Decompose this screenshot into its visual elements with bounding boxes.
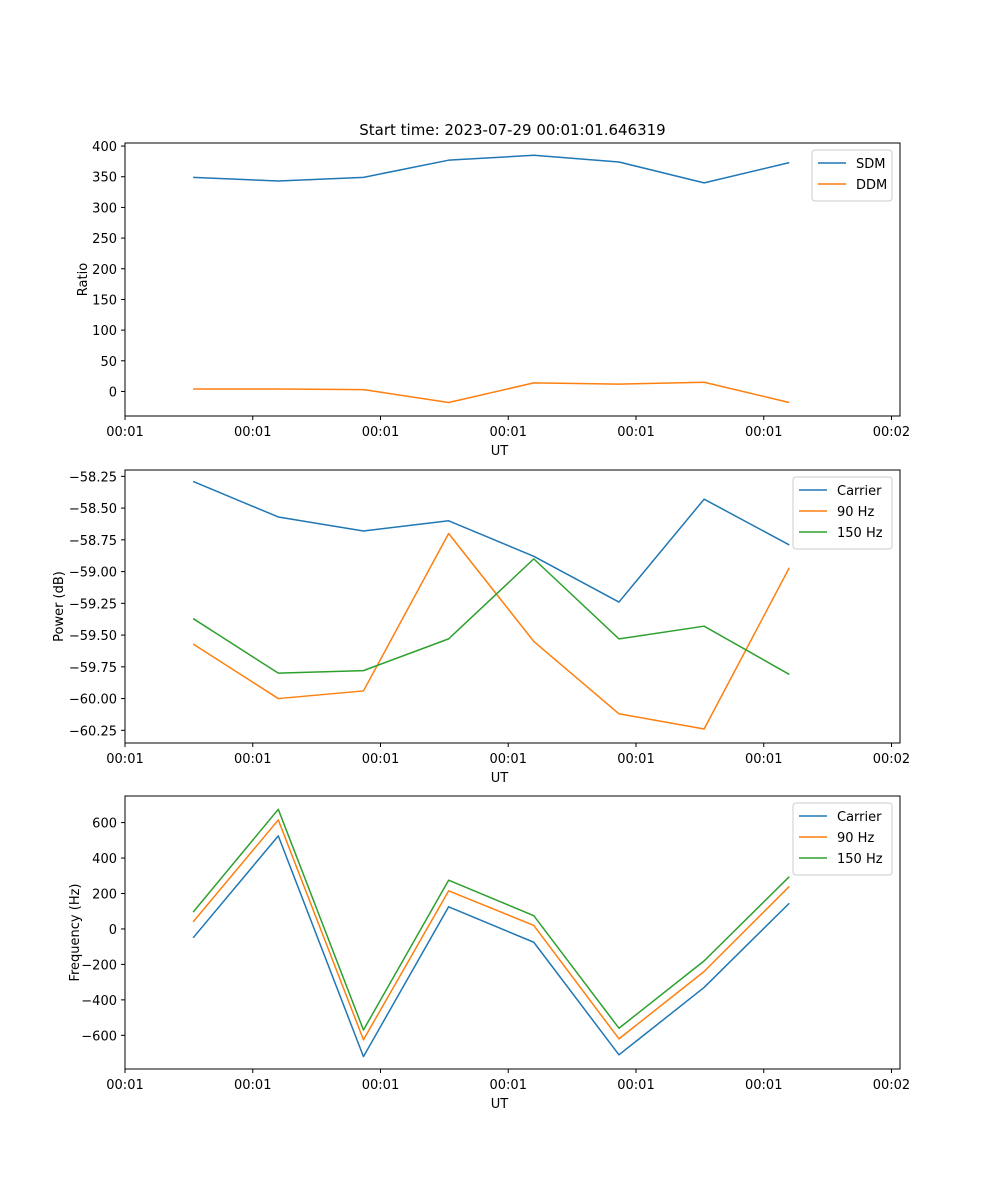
- y-tick-label: 0: [109, 385, 117, 400]
- x-axis-label: UT: [491, 771, 509, 786]
- legend-label: 90 Hz: [837, 505, 874, 520]
- legend-label: 90 Hz: [837, 831, 874, 846]
- chart-panel-2: 00:01 00:01 00:01 00:01 00:01 00:01 00:02 UT −60…: [52, 469, 910, 786]
- series-line-sdm: [193, 154, 790, 184]
- y-tick-label: −59.50: [69, 629, 117, 644]
- series-line-ddm: [193, 381, 790, 404]
- y-tick-label: −60.00: [69, 693, 117, 708]
- x-tick-label: 00:01: [234, 425, 271, 440]
- y-axis-label: Frequency (Hz): [68, 883, 83, 981]
- y-tick-label: −60.25: [69, 724, 117, 739]
- x-tick-label: 00:01: [362, 752, 399, 767]
- legend-label: 150 Hz: [837, 852, 883, 867]
- y-tick-label: 150: [92, 293, 117, 308]
- legend-box: [792, 802, 893, 876]
- legend: Carrier 90 Hz 150 Hz: [792, 476, 893, 550]
- x-tick-label: 00:02: [873, 425, 910, 440]
- y-tick-label: 350: [92, 171, 117, 186]
- legend-label: Carrier: [837, 484, 882, 499]
- y-tick-label: −59.75: [69, 661, 117, 676]
- y-tick-label: 0: [109, 923, 117, 938]
- y-tick-label: −58.25: [69, 470, 117, 485]
- legend-label: SDM: [856, 157, 885, 172]
- series-line-90-hz: [192, 532, 790, 730]
- series-line-150-hz: [192, 808, 790, 1031]
- charts-container: Start time: 2023-07-29 00:01:01.64631900…: [52, 121, 910, 1112]
- y-tick-label: 600: [92, 817, 117, 832]
- x-tick-label: 00:01: [106, 1078, 143, 1093]
- y-tick-label: −200: [81, 958, 117, 973]
- x-tick-label: 00:01: [745, 425, 782, 440]
- x-tick-label: 00:01: [106, 752, 143, 767]
- x-tick-label: 00:01: [745, 752, 782, 767]
- x-tick-label: 00:01: [745, 1078, 782, 1093]
- legend-label: Carrier: [837, 810, 882, 825]
- y-tick-label: 200: [92, 263, 117, 278]
- x-tick-label: 00:01: [617, 752, 654, 767]
- legend: Carrier 90 Hz 150 Hz: [792, 802, 893, 876]
- x-tick-label: 00:02: [873, 752, 910, 767]
- series-line-carrier: [192, 480, 790, 603]
- legend-label: 150 Hz: [837, 526, 883, 541]
- series-line-carrier: [192, 835, 790, 1058]
- series-line-90-hz: [192, 819, 790, 1041]
- x-tick-label: 00:01: [617, 1078, 654, 1093]
- y-tick-label: −59.00: [69, 566, 117, 581]
- x-tick-label: 00:01: [362, 425, 399, 440]
- y-tick-label: 300: [92, 201, 117, 216]
- legend: SDM DDM: [811, 149, 893, 202]
- y-tick-label: −600: [81, 1029, 117, 1044]
- y-tick-label: −58.50: [69, 502, 117, 517]
- x-tick-label: 00:01: [617, 425, 654, 440]
- chart-panel-3: 00:01 00:01 00:01 00:01 00:01 00:01 00:02 UT −60…: [68, 795, 910, 1112]
- y-tick-label: 50: [100, 355, 117, 370]
- chart-title: Start time: 2023-07-29 00:01:01.646319: [359, 121, 665, 139]
- y-tick-label: 250: [92, 232, 117, 247]
- series-line-150-hz: [192, 558, 790, 676]
- axes-frame: [124, 142, 901, 417]
- x-tick-label: 00:01: [490, 425, 527, 440]
- y-tick-label: 100: [92, 324, 117, 339]
- y-tick-label: −58.75: [69, 534, 117, 549]
- axes-frame: [124, 469, 901, 744]
- y-tick-label: 200: [92, 888, 117, 903]
- y-axis-label: Ratio: [76, 263, 91, 296]
- y-axis-label: Power (dB): [52, 571, 67, 642]
- axes-frame: [124, 795, 901, 1070]
- x-tick-label: 00:01: [106, 425, 143, 440]
- y-tick-label: −400: [81, 994, 117, 1009]
- x-axis-label: UT: [491, 444, 509, 459]
- x-tick-label: 00:01: [234, 1078, 271, 1093]
- x-tick-label: 00:01: [362, 1078, 399, 1093]
- y-tick-label: 400: [92, 140, 117, 155]
- x-tick-label: 00:01: [490, 752, 527, 767]
- x-tick-label: 00:02: [873, 1078, 910, 1093]
- x-axis-label: UT: [491, 1097, 509, 1112]
- chart-panel-1: Start time: 2023-07-29 00:01:01.64631900…: [76, 121, 910, 459]
- legend-label: DDM: [856, 178, 887, 193]
- x-tick-label: 00:01: [490, 1078, 527, 1093]
- y-tick-label: −59.25: [69, 597, 117, 612]
- y-tick-label: 400: [92, 852, 117, 867]
- legend-box: [792, 476, 893, 550]
- x-tick-label: 00:01: [234, 752, 271, 767]
